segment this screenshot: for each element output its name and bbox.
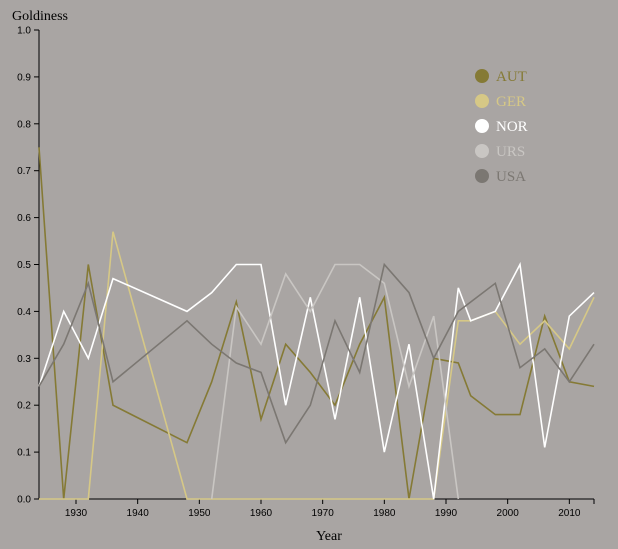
y-tick-label: 0.7: [17, 166, 31, 177]
legend-swatch-nor: [475, 119, 489, 133]
x-tick-label: 2000: [497, 508, 520, 519]
y-tick-label: 0.9: [17, 72, 31, 83]
legend-label-nor: NOR: [496, 119, 528, 135]
y-tick-label: 0.8: [17, 119, 31, 130]
y-tick-label: 0.5: [17, 260, 31, 271]
x-tick-label: 1940: [127, 508, 150, 519]
x-tick-label: 1930: [65, 508, 88, 519]
y-tick-label: 0.0: [17, 495, 31, 506]
legend-label-aut: AUT: [496, 69, 527, 85]
x-tick-label: 1960: [250, 508, 273, 519]
series-line-urs: [210, 263, 460, 500]
legend-label-ger: GER: [496, 94, 526, 110]
legend-swatch-aut: [475, 69, 489, 83]
y-tick-label: 0.2: [17, 401, 31, 412]
series-line-aut: [38, 147, 595, 500]
x-tick-label: 2010: [558, 508, 581, 519]
series-line-ger: [39, 231, 595, 500]
x-tick-label: 1980: [373, 508, 396, 519]
legend-swatch-ger: [475, 94, 489, 108]
axes: 0.0 0.1 0.2 0.3 0.4 0.5 0.6 0.7 0.8 0.9 1.0 1930 194…: [17, 26, 595, 519]
y-tick-label: 1.0: [17, 26, 31, 37]
series-line-nor: [38, 261, 595, 500]
y-tick-label: 0.6: [17, 213, 31, 224]
series-lines: [38, 147, 595, 500]
series-line-usa: [38, 262, 595, 445]
legend-label-urs: URS: [496, 144, 525, 160]
legend-swatch-urs: [475, 144, 489, 158]
x-tick-label: 1990: [435, 508, 458, 519]
x-axis-title: Year: [316, 529, 342, 544]
y-tick-label: 0.3: [17, 354, 31, 365]
legend-label-usa: USA: [496, 169, 526, 185]
x-tick-label: 1950: [188, 508, 211, 519]
y-axis-title: Goldiness: [12, 9, 68, 24]
legend-swatch-usa: [475, 169, 489, 183]
y-tick-label: 0.1: [17, 448, 31, 459]
x-tick-label: 1970: [312, 508, 335, 519]
y-tick-label: 0.4: [17, 307, 31, 318]
legend: AUT GER NOR URS USA: [475, 69, 528, 185]
